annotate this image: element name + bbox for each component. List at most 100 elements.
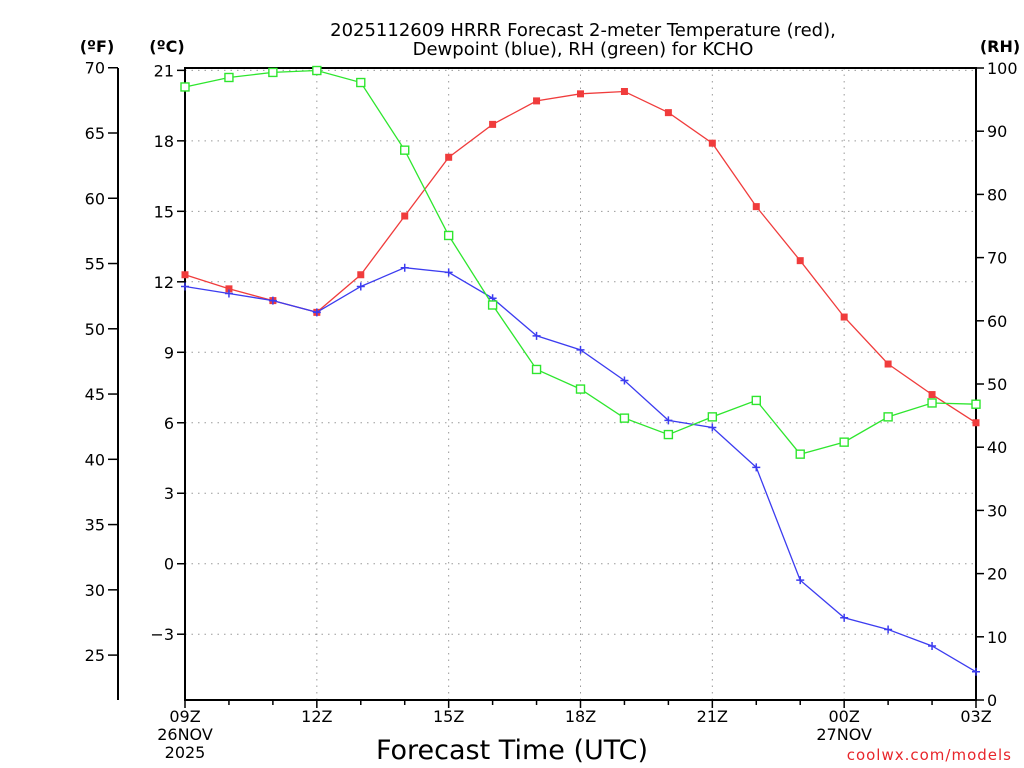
rh-point xyxy=(575,384,586,394)
temperature-point xyxy=(972,419,980,427)
rh-point xyxy=(927,398,937,408)
temperature-point xyxy=(884,360,892,368)
rh-point xyxy=(180,82,190,92)
celsius-tick-label: 18 xyxy=(154,132,174,151)
credit-link[interactable]: coolwx.com/models xyxy=(847,746,1012,764)
celsius-tick-label: 9 xyxy=(164,343,174,362)
chart-title-line-2: Dewpoint (blue), RH (green) for KCHO xyxy=(413,39,754,60)
x-tick-label: 15Z xyxy=(433,707,464,726)
celsius-tick-label: 6 xyxy=(164,414,174,433)
temperature-point xyxy=(664,109,672,117)
rh-point xyxy=(839,437,849,447)
temperature-point xyxy=(577,90,584,98)
celsius-tick-label: 15 xyxy=(154,202,174,221)
rh-point xyxy=(663,429,674,440)
dewpoint-point xyxy=(400,263,409,272)
dewpoint-point xyxy=(884,625,893,634)
x-tick-label: 26NOV xyxy=(157,725,213,744)
rh-point xyxy=(400,145,410,155)
temperature-point xyxy=(840,313,848,321)
rh-tick-label: 70 xyxy=(987,249,1007,268)
rh-line xyxy=(184,69,977,455)
rh-unit-label: (RH) xyxy=(980,37,1020,56)
rh-point xyxy=(268,67,278,78)
celsius-tick-label: 21 xyxy=(154,61,174,80)
temperature-point xyxy=(181,271,189,279)
grid-lines xyxy=(185,68,976,700)
celsius-unit-label: (ºC) xyxy=(149,37,184,56)
rh-point xyxy=(487,300,498,310)
dewpoint-point xyxy=(840,613,849,622)
rh-tick-label: 10 xyxy=(987,628,1007,647)
temperature-point xyxy=(708,139,716,147)
fahrenheit-tick-label: 35 xyxy=(85,516,105,535)
x-tick-label: 09Z xyxy=(169,707,200,726)
x-tick-label: 18Z xyxy=(565,707,596,726)
dewpoint-point xyxy=(928,641,937,650)
rh-point xyxy=(971,399,981,409)
dewpoint-point xyxy=(356,282,365,291)
fahrenheit-tick-label: 65 xyxy=(85,124,105,143)
rh-point xyxy=(224,72,234,83)
dewpoint-point xyxy=(224,289,233,298)
rh-tick-label: 90 xyxy=(987,122,1007,141)
rh-tick-label: 60 xyxy=(987,312,1007,331)
data-series xyxy=(180,65,981,676)
fahrenheit-tick-label: 50 xyxy=(85,320,105,339)
dewpoint-point xyxy=(796,576,805,585)
rh-tick-label: 100 xyxy=(987,59,1018,78)
rh-point xyxy=(795,449,805,459)
plot-frame xyxy=(184,67,977,701)
dewpoint-point xyxy=(181,282,189,291)
temperature-point xyxy=(225,285,233,293)
fahrenheit-tick-label: 55 xyxy=(85,255,105,274)
rh-point xyxy=(443,230,454,241)
dewpoint-point xyxy=(312,308,321,317)
dewpoint-point xyxy=(620,376,629,385)
rh-point xyxy=(312,65,322,76)
axis-ticks: 21 18 15 12 9 6 30 −3 70 65 60 55 50 45 40 35 30 25 100 90 8… xyxy=(85,59,1018,762)
rh-point xyxy=(751,395,761,406)
temperature-point xyxy=(357,271,365,279)
x-tick-label: 03Z xyxy=(960,707,991,726)
celsius-tick-label: −3 xyxy=(150,625,174,644)
dewpoint-point xyxy=(444,268,453,277)
fahrenheit-tick-label: 45 xyxy=(85,385,105,404)
rh-point xyxy=(707,412,718,422)
rh-point xyxy=(356,77,366,88)
rh-tick-label: 20 xyxy=(987,565,1007,584)
dewpoint-point xyxy=(708,423,717,432)
rh-tick-label: 40 xyxy=(987,438,1007,457)
temperature-point xyxy=(445,153,453,161)
fahrenheit-tick-label: 70 xyxy=(85,59,105,78)
x-tick-label: 27NOV xyxy=(816,725,872,744)
temperature-point xyxy=(401,212,409,220)
rh-tick-label: 80 xyxy=(987,185,1007,204)
celsius-tick-label: 12 xyxy=(154,273,174,292)
temperature-point xyxy=(620,87,628,95)
fahrenheit-tick-label: 25 xyxy=(85,646,105,665)
fahrenheit-tick-label: 30 xyxy=(85,581,105,600)
temperature-point xyxy=(928,391,936,399)
x-tick-label: 00Z xyxy=(829,707,860,726)
temperature-point xyxy=(533,97,541,105)
temperature-point xyxy=(489,120,497,128)
rh-point xyxy=(619,413,630,423)
rh-series xyxy=(180,65,981,459)
rh-tick-label: 50 xyxy=(987,375,1007,394)
dewpoint-point xyxy=(972,667,980,676)
x-axis-title: Forecast Time (UTC) xyxy=(376,735,648,766)
temperature-point xyxy=(752,203,760,211)
fahrenheit-tick-label: 60 xyxy=(85,189,105,208)
rh-point xyxy=(531,364,542,375)
dewpoint-point xyxy=(752,463,761,472)
celsius-tick-label: 3 xyxy=(164,484,174,503)
x-tick-label: 21Z xyxy=(697,707,728,726)
fahrenheit-tick-label: 40 xyxy=(85,450,105,469)
temperature-point xyxy=(796,257,804,265)
fahrenheit-unit-label: (ºF) xyxy=(80,37,115,56)
dewpoint-point xyxy=(576,345,585,354)
x-tick-label: 2025 xyxy=(165,743,206,762)
rh-tick-label: 30 xyxy=(987,501,1007,520)
